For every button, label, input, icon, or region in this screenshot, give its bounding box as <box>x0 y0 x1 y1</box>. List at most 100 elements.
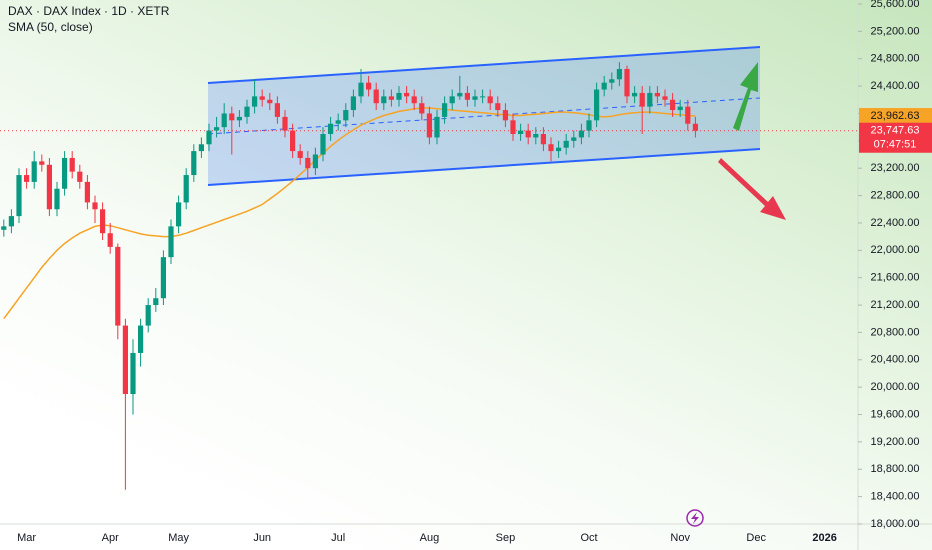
candle-body <box>77 171 83 182</box>
candle-body <box>16 175 22 217</box>
candle-body <box>594 89 600 121</box>
candle-body <box>191 151 197 176</box>
x-tick-label: Dec <box>746 532 766 544</box>
candle-body <box>358 82 364 97</box>
candle-body <box>373 89 379 104</box>
candle-body <box>616 69 622 80</box>
candle-body <box>411 96 417 104</box>
sma-price-box <box>859 108 932 125</box>
down-arrow <box>718 158 786 220</box>
countdown-label: 07:47:51 <box>874 139 917 151</box>
candle-body <box>350 96 356 111</box>
x-tick-label: May <box>168 532 189 544</box>
candle-body <box>426 113 432 138</box>
candle-body <box>692 123 698 131</box>
candle-body <box>138 325 144 353</box>
y-tick-label: 18,000.00 <box>871 518 920 530</box>
y-tick-label: 20,800.00 <box>871 326 920 338</box>
candle-body <box>320 134 326 155</box>
candle-body <box>160 257 166 299</box>
candle-body <box>282 116 288 131</box>
candle-body <box>548 144 554 152</box>
last-price-label: 23,747.63 <box>871 125 920 137</box>
candle-body <box>624 69 630 97</box>
channel-mid <box>207 97 761 135</box>
plot-area <box>0 45 858 490</box>
x-tick-label: Aug <box>420 532 440 544</box>
candle-body <box>69 157 75 172</box>
event-icon-bolt <box>691 512 699 524</box>
candle-body <box>84 181 90 203</box>
candle-body <box>670 99 676 111</box>
candle-body <box>305 157 311 169</box>
y-tick-label: 23,200.00 <box>871 162 920 174</box>
candle-body <box>100 209 106 234</box>
candle-body <box>388 96 394 100</box>
candle-body <box>480 96 486 98</box>
event-icon[interactable] <box>686 509 704 527</box>
candle-body <box>130 352 136 394</box>
y-tick-label: 25,600.00 <box>871 0 920 10</box>
candle-body <box>236 116 242 121</box>
candle-body <box>259 96 265 100</box>
sma-price-label: 23,962.63 <box>871 110 920 122</box>
candle-body <box>39 161 45 165</box>
candle-body <box>107 233 113 247</box>
candle-body <box>662 96 668 100</box>
candle-body <box>518 130 524 134</box>
chart-subtitle: SMA (50, close) <box>8 20 93 34</box>
sma-line <box>3 107 696 320</box>
candle-body <box>472 96 478 100</box>
chart-title: DAX · DAX Index · 1D · XETR <box>8 4 170 18</box>
candle-body <box>419 103 425 114</box>
x-tick-label: Jun <box>253 532 271 544</box>
candle-body <box>290 130 296 152</box>
candle-body <box>434 116 440 138</box>
candle-body <box>8 216 14 227</box>
candle-body <box>328 123 334 134</box>
candle-body <box>396 92 402 100</box>
candle-body <box>267 99 273 104</box>
x-tick-label: Apr <box>102 532 119 544</box>
candle-body <box>312 154 318 169</box>
candle-body <box>487 96 493 104</box>
candle-body <box>145 305 151 326</box>
candle-body <box>404 92 410 97</box>
candle-body <box>533 134 539 138</box>
candle-body <box>1 226 7 230</box>
candle-body <box>198 144 204 152</box>
candle-body <box>183 175 189 203</box>
candle-body <box>495 103 501 111</box>
y-tick-label: 21,600.00 <box>871 272 920 284</box>
candle-body <box>343 110 349 121</box>
candle-body <box>206 130 212 145</box>
x-tick-label: Jul <box>331 532 345 544</box>
candle-body <box>366 82 372 90</box>
candle-body <box>31 161 37 182</box>
candle-body <box>168 226 174 258</box>
y-tick-label: 19,200.00 <box>871 436 920 448</box>
candle-body <box>229 113 235 121</box>
channel-lower <box>207 147 761 186</box>
y-tick-label: 20,000.00 <box>871 381 920 393</box>
y-tick-label: 25,200.00 <box>871 25 920 37</box>
y-tick-label: 21,200.00 <box>871 299 920 311</box>
candle-body <box>252 96 258 107</box>
candle-body <box>677 106 683 111</box>
candle-body <box>510 120 516 134</box>
candle-body <box>457 92 463 97</box>
candle-body <box>115 246 121 326</box>
candle-body <box>502 110 508 121</box>
y-tick-label: 19,600.00 <box>871 408 920 420</box>
candle-body <box>62 157 68 189</box>
y-tick-label: 20,400.00 <box>871 354 920 366</box>
candle-body <box>647 92 653 107</box>
x-tick-label: Sep <box>496 532 516 544</box>
candle-body <box>563 140 569 148</box>
candle-body <box>214 127 220 131</box>
candle-body <box>449 96 455 104</box>
candle-body <box>571 137 577 141</box>
y-tick-label: 18,800.00 <box>871 463 920 475</box>
candle-body <box>525 130 531 138</box>
